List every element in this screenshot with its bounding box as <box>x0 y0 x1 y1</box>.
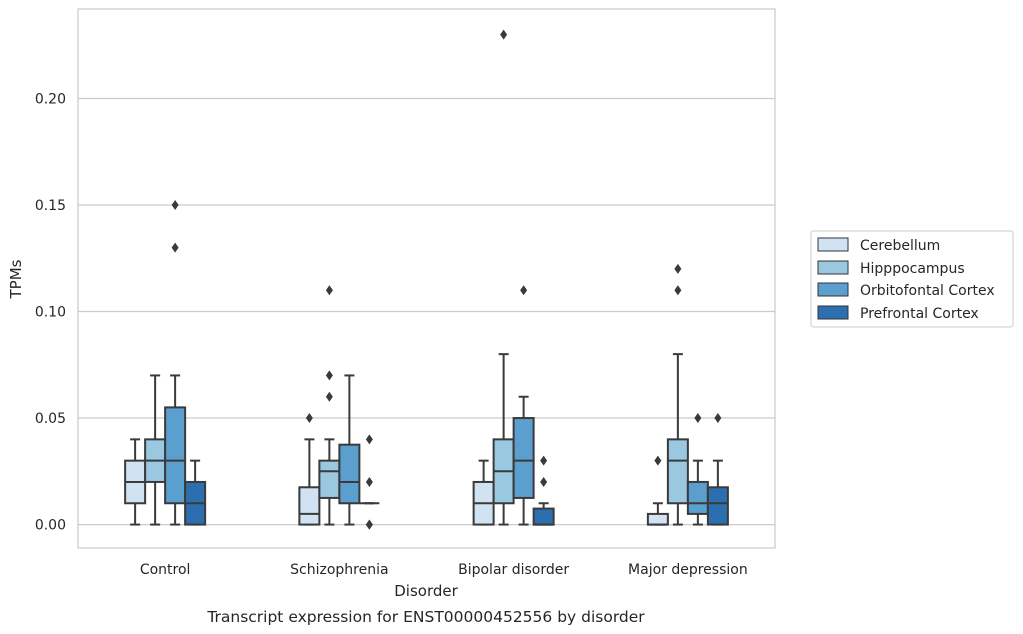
box-group <box>646 455 669 526</box>
box-iqr <box>298 486 321 526</box>
legend-label-hippocampus: Hipppocampus <box>860 261 965 277</box>
outlier-point <box>500 29 508 40</box>
box-series <box>124 29 729 530</box>
outlier-point <box>325 285 333 296</box>
outlier-point <box>365 434 373 445</box>
outlier-point <box>674 263 682 274</box>
outlier-point <box>325 370 333 381</box>
box-group <box>359 434 380 530</box>
x-axis-title: Disorder <box>394 582 458 600</box>
box-group <box>164 200 187 526</box>
box-iqr <box>646 512 669 526</box>
outlier-point <box>325 391 333 402</box>
legend-swatch-prefrontal <box>817 305 849 320</box>
outlier-point <box>694 413 702 424</box>
legend-swatch-cerebellum <box>817 237 849 252</box>
box-group <box>706 413 729 526</box>
box-iqr <box>532 507 555 526</box>
outlier-point <box>540 455 548 466</box>
box-iqr <box>338 443 361 505</box>
outlier-point <box>520 285 528 296</box>
y-tick-label: 0.05 <box>35 411 66 427</box>
y-tick-label: 0.00 <box>35 518 66 534</box>
legend-frame <box>810 230 1014 328</box>
box-group <box>472 459 495 526</box>
box-iqr <box>318 459 341 499</box>
box-group <box>184 459 207 526</box>
y-tick-label: 0.10 <box>35 305 66 321</box>
box-group <box>492 29 515 526</box>
box-group <box>666 263 689 526</box>
box-group <box>338 374 361 526</box>
legend-label-prefrontal: Prefrontal Cortex <box>860 306 979 322</box>
outlier-point <box>714 413 722 424</box>
outlier-point <box>365 476 373 487</box>
box-group <box>318 285 341 526</box>
outlier-point <box>540 476 548 487</box>
box-group <box>512 285 535 526</box>
plot-area-frame <box>77 8 776 549</box>
legend-swatch-hippocampus <box>817 260 849 275</box>
y-tick-label: 0.20 <box>35 91 66 107</box>
box-group <box>686 413 709 526</box>
legend: Cerebellum Hipppocampus Orbitofontal Cor… <box>810 230 1014 328</box>
outlier-point <box>365 519 373 530</box>
outlier-point <box>674 285 682 296</box>
x-axis-ticks: Control Schizophrenia Bipolar disorder Majo… <box>140 562 748 578</box>
outlier-point <box>305 413 313 424</box>
box-group <box>124 438 147 526</box>
legend-label-orbitofrontal: Orbitofontal Cortex <box>860 283 995 299</box>
box-iqr <box>164 406 187 505</box>
box-iqr <box>686 480 709 515</box>
x-tick-label: Control <box>140 562 191 578</box>
box-group <box>298 413 321 526</box>
y-tick-label: 0.15 <box>35 198 66 214</box>
legend-swatch-orbitofrontal <box>817 282 849 297</box>
box-group <box>532 455 555 526</box>
x-tick-label: Bipolar disorder <box>458 562 569 578</box>
y-axis-title: TPMs <box>7 259 25 299</box>
outlier-point <box>171 242 179 253</box>
chart-caption: Transcript expression for ENST0000045255… <box>206 608 645 626</box>
box-iqr <box>666 438 689 505</box>
outlier-point <box>171 200 179 210</box>
x-tick-label: Schizophrenia <box>290 562 388 578</box>
x-tick-label: Major depression <box>628 562 748 578</box>
legend-label-cerebellum: Cerebellum <box>860 238 940 254</box>
box-iqr <box>512 417 535 499</box>
y-axis-ticks: 0.00 0.05 0.10 0.15 0.20 <box>35 91 66 533</box>
box-group <box>144 374 167 526</box>
outlier-point <box>654 455 662 466</box>
box-iqr <box>706 486 729 526</box>
